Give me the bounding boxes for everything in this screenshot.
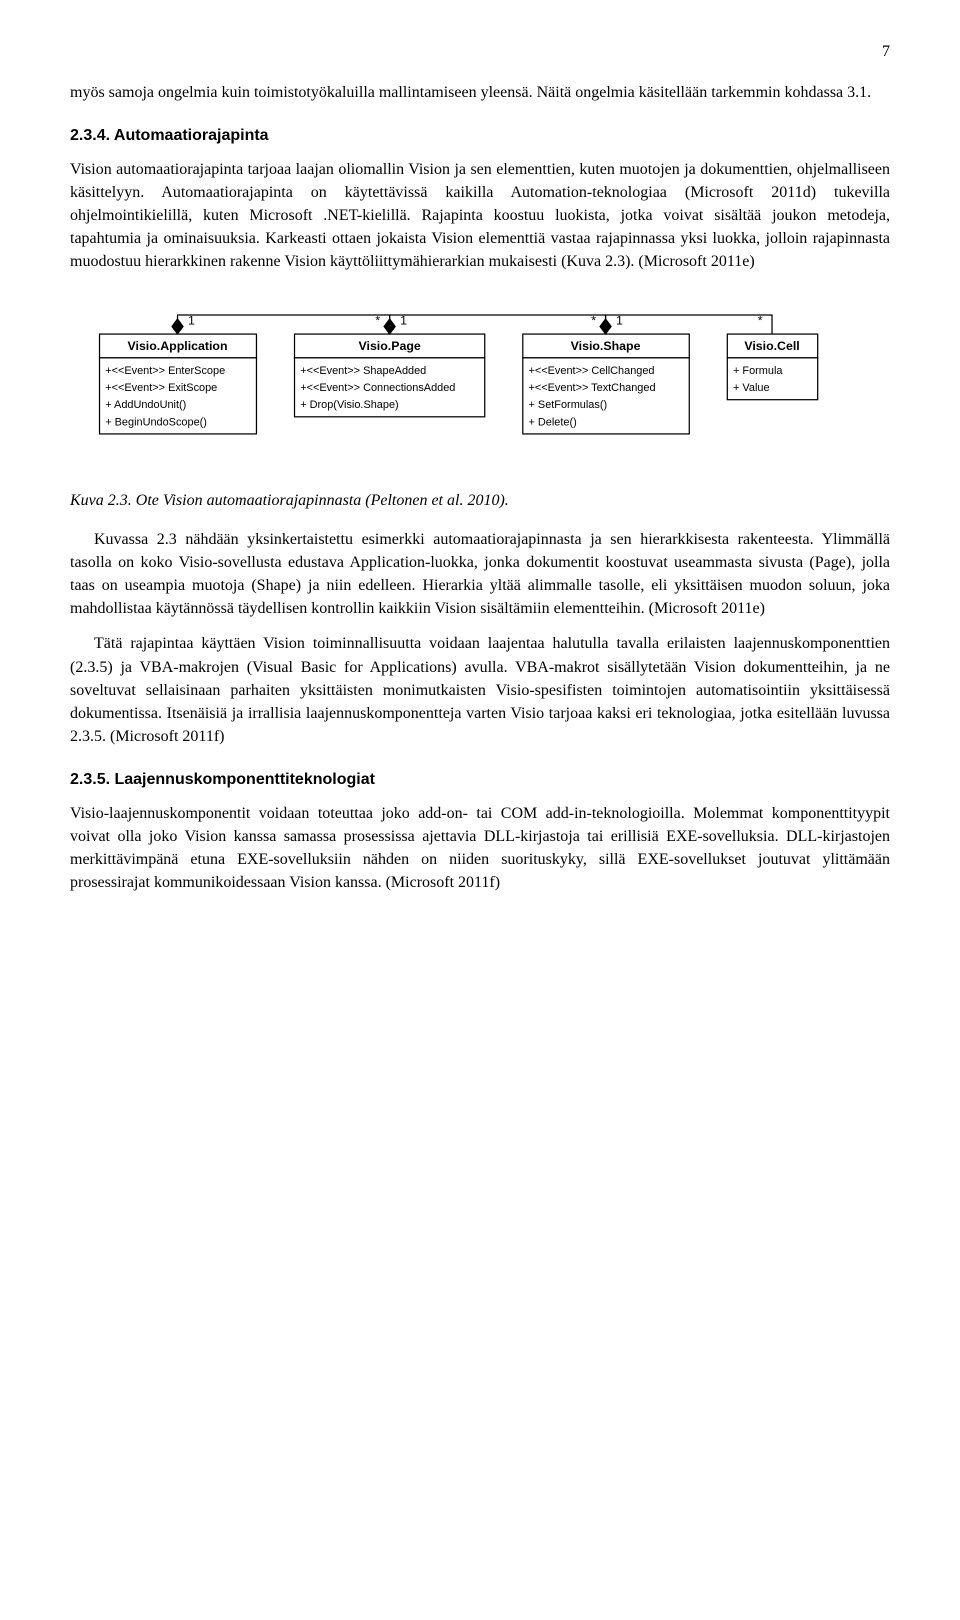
svg-text:*: * [375,313,380,327]
svg-text:*: * [591,313,596,327]
svg-text:+<<Event>> ExitScope: +<<Event>> ExitScope [105,382,217,394]
svg-text:+<<Event>> TextChanged: +<<Event>> TextChanged [529,382,656,394]
svg-text:1: 1 [400,313,407,327]
uml-class-application: Visio.Application +<<Event>> EnterScope … [100,334,257,434]
uml-assoc-app-page: 1 * [172,313,390,334]
uml-class-shape: Visio.Shape +<<Event>> CellChanged +<<Ev… [523,334,689,434]
svg-text:1: 1 [188,313,195,327]
svg-text:+ AddUndoUnit(): + AddUndoUnit() [105,399,186,411]
svg-text:+ BeginUndoScope(): + BeginUndoScope() [105,416,207,428]
uml-assoc-shape-cell: 1 * [600,313,772,334]
svg-text:Visio.Page: Visio.Page [358,339,420,353]
svg-text:+<<Event>> ConnectionsAdded: +<<Event>> ConnectionsAdded [300,382,455,394]
svg-text:+ Value: + Value [733,382,770,394]
svg-text:Visio.Application: Visio.Application [127,339,227,353]
paragraph-hierarchy: Kuvassa 2.3 nähdään yksinkertaistettu es… [70,528,890,621]
page-number: 7 [70,40,890,63]
section-heading-234: 2.3.4. Automaatiorajapinta [70,124,890,147]
svg-text:Visio.Cell: Visio.Cell [744,339,799,353]
paragraph-vba: Tätä rajapintaa käyttäen Vision toiminna… [70,632,890,748]
svg-text:+ Delete(): + Delete() [529,416,577,428]
uml-diagram: Visio.Application +<<Event>> EnterScope … [70,304,890,464]
svg-text:+ Drop(Visio.Shape): + Drop(Visio.Shape) [300,399,398,411]
paragraph-automation-api: Vision automaatiorajapinta tarjoaa laaja… [70,158,890,274]
svg-text:+ Formula: + Formula [733,365,783,377]
paragraph-addon-tech: Visio-laajennuskomponentit voidaan toteu… [70,802,890,895]
uml-class-cell: Visio.Cell + Formula + Value [727,334,817,400]
paragraph-intro: myös samoja ongelmia kuin toimistotyökal… [70,81,890,104]
figure-caption: Kuva 2.3. Ote Vision automaatiorajapinna… [70,489,890,512]
svg-text:+ SetFormulas(): + SetFormulas() [529,399,608,411]
svg-text:1: 1 [616,313,623,327]
svg-text:+<<Event>> ShapeAdded: +<<Event>> ShapeAdded [300,365,426,377]
uml-assoc-page-shape: 1 * [384,313,606,334]
svg-text:*: * [758,313,763,327]
svg-text:Visio.Shape: Visio.Shape [571,339,641,353]
section-heading-235: 2.3.5. Laajennuskomponenttiteknologiat [70,768,890,791]
svg-text:+<<Event>> CellChanged: +<<Event>> CellChanged [529,365,655,377]
svg-text:+<<Event>> EnterScope: +<<Event>> EnterScope [105,365,225,377]
uml-class-page: Visio.Page +<<Event>> ShapeAdded +<<Even… [295,334,485,417]
